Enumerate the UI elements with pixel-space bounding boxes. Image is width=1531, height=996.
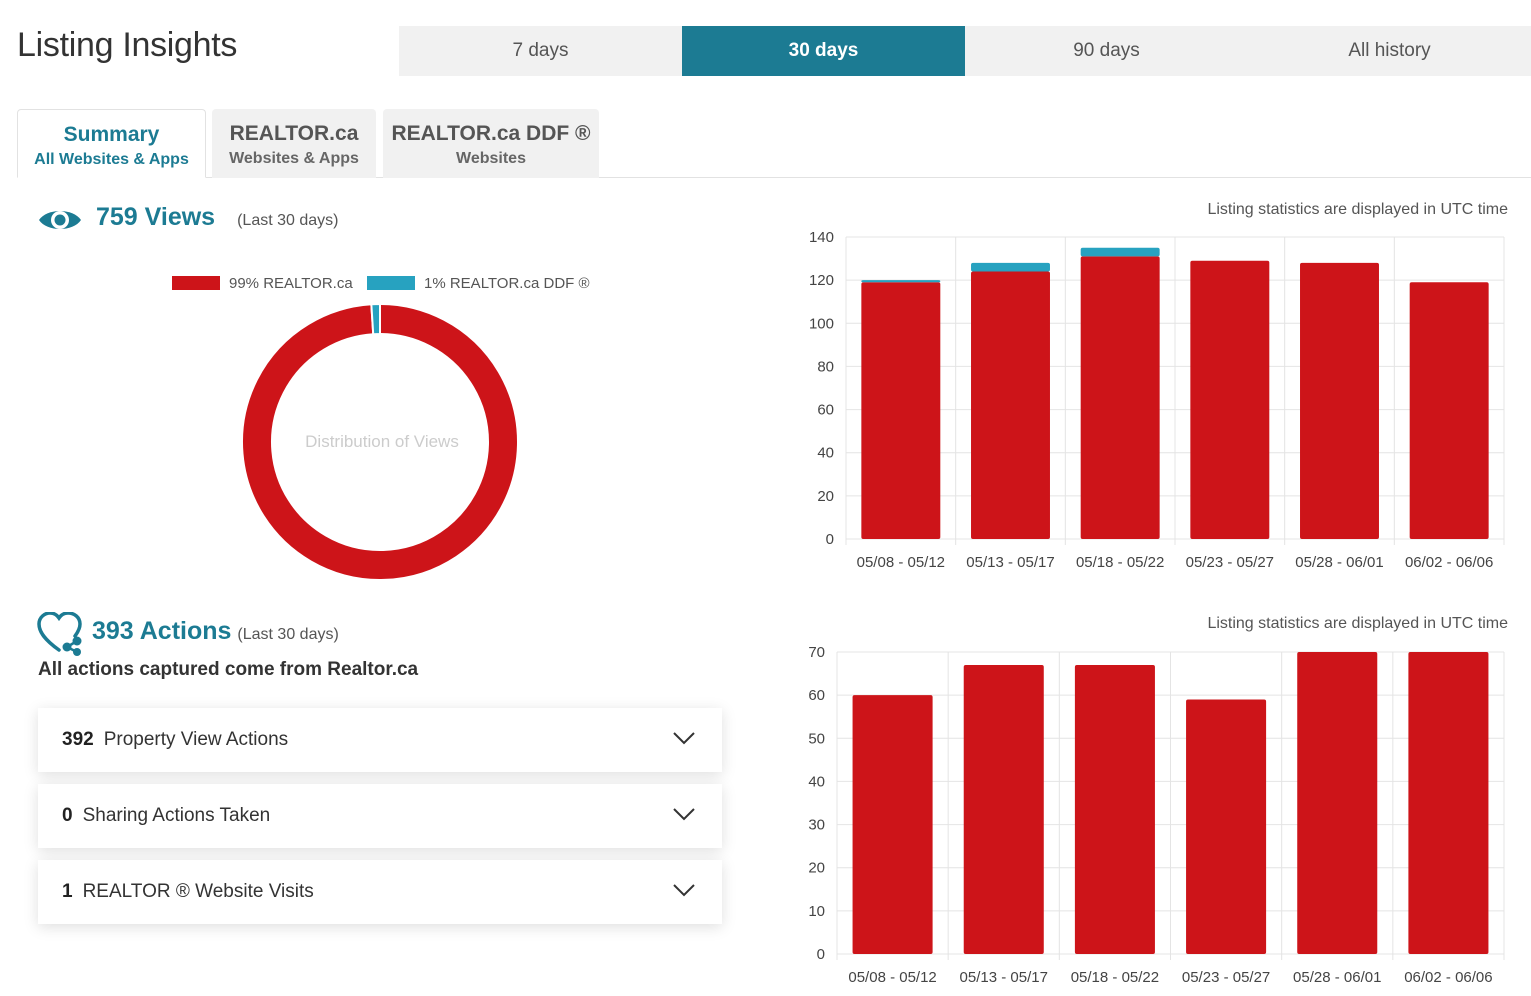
tab-realtor-ca-subtitle: Websites & Apps bbox=[229, 150, 359, 167]
actions-utc-note: Listing statistics are displayed in UTC … bbox=[1207, 615, 1508, 632]
x-tick-label: 05/08 - 05/12 bbox=[848, 969, 936, 986]
bar-realtor[interactable] bbox=[1080, 256, 1160, 539]
x-tick-label: 05/08 - 05/12 bbox=[857, 554, 945, 571]
x-tick-label: 05/23 - 05/27 bbox=[1186, 554, 1274, 571]
y-tick-label: 20 bbox=[808, 860, 825, 877]
y-tick-label: 120 bbox=[809, 272, 834, 289]
bar-realtor[interactable] bbox=[1409, 282, 1489, 539]
tab-realtor-ddf-title: REALTOR.ca DDF ® bbox=[391, 122, 591, 145]
y-tick-label: 100 bbox=[809, 315, 834, 332]
page-title: Listing Insights bbox=[17, 26, 238, 64]
range-7-days-button[interactable]: 7 days bbox=[512, 40, 569, 61]
x-tick-label: 05/23 - 05/27 bbox=[1182, 969, 1270, 986]
eye-icon bbox=[39, 211, 81, 229]
range-30-days-button[interactable]: 30 days bbox=[682, 26, 965, 76]
views-count: 759 Views bbox=[96, 203, 216, 231]
tab-summary-subtitle: All Websites & Apps bbox=[34, 151, 189, 168]
legend-label-ddf: 1% REALTOR.ca DDF ® bbox=[424, 275, 590, 292]
bar-realtor[interactable] bbox=[963, 664, 1044, 954]
y-tick-label: 30 bbox=[808, 817, 825, 834]
donut-slice-realtor bbox=[241, 302, 519, 581]
actions-header: 393 Actions (Last 30 days) bbox=[92, 617, 339, 646]
y-tick-label: 70 bbox=[808, 644, 825, 661]
views-header: 759 Views (Last 30 days) bbox=[96, 203, 338, 232]
heart-share-icon bbox=[37, 612, 82, 656]
x-tick-label: 06/02 - 06/06 bbox=[1404, 969, 1492, 986]
bar-realtor[interactable] bbox=[1186, 699, 1267, 954]
tab-realtor-ddf-subtitle: Websites bbox=[456, 150, 526, 167]
tabs-divider bbox=[17, 177, 1531, 178]
y-tick-label: 50 bbox=[808, 730, 825, 747]
views-bar-chart: 0 20 40 60 80 100 120 140 05/08 - 05/12 05/13 - 0… bbox=[809, 229, 1505, 571]
bar-ddf[interactable] bbox=[1080, 247, 1160, 257]
chevron-down-icon[interactable] bbox=[672, 806, 696, 822]
website-visits-count: 1 bbox=[62, 881, 73, 902]
chevron-down-icon[interactable] bbox=[672, 730, 696, 746]
legend-swatch-realtor bbox=[172, 276, 220, 290]
bar-realtor[interactable] bbox=[861, 282, 941, 539]
sharing-actions-label: Sharing Actions Taken bbox=[82, 805, 271, 826]
x-tick-label: 06/02 - 06/06 bbox=[1405, 554, 1493, 571]
bar-realtor[interactable] bbox=[1300, 262, 1379, 539]
actions-bar-chart: 0 10 20 30 40 50 60 70 05/08 - 05/12 05/13 - 05/1… bbox=[808, 644, 1505, 986]
legend-label-realtor: 99% REALTOR.ca bbox=[229, 275, 353, 292]
tab-realtor-ddf[interactable]: REALTOR.ca DDF ® Websites bbox=[383, 109, 599, 178]
actions-source-note: All actions captured come from Realtor.c… bbox=[38, 659, 419, 680]
property-view-actions-card[interactable]: 392 Property View Actions bbox=[38, 708, 722, 772]
views-period: (Last 30 days) bbox=[237, 212, 339, 229]
x-tick-label: 05/18 - 05/22 bbox=[1076, 554, 1164, 571]
bar-realtor[interactable] bbox=[1074, 664, 1155, 954]
actions-period: (Last 30 days) bbox=[237, 626, 339, 643]
legend-swatch-ddf bbox=[367, 276, 415, 290]
range-all-history-button[interactable]: All history bbox=[1348, 40, 1431, 61]
x-tick-label: 05/13 - 05/17 bbox=[966, 554, 1054, 571]
y-tick-label: 10 bbox=[808, 903, 825, 920]
chevron-down-icon[interactable] bbox=[672, 882, 696, 898]
x-tick-label: 05/18 - 05/22 bbox=[1071, 969, 1159, 986]
y-tick-label: 80 bbox=[817, 358, 834, 375]
x-tick-label: 05/13 - 05/17 bbox=[960, 969, 1048, 986]
property-view-actions-label: Property View Actions bbox=[103, 729, 289, 750]
y-tick-label: 60 bbox=[808, 687, 825, 704]
x-tick-label: 05/28 - 06/01 bbox=[1295, 554, 1383, 571]
x-tick-label: 05/28 - 06/01 bbox=[1293, 969, 1381, 986]
property-view-actions-count: 392 bbox=[62, 729, 94, 750]
donut-center-label: Distribution of Views bbox=[305, 432, 459, 451]
views-utc-note: Listing statistics are displayed in UTC … bbox=[1207, 201, 1508, 218]
bar-ddf[interactable] bbox=[861, 280, 941, 283]
bar-ddf[interactable] bbox=[971, 262, 1050, 272]
y-tick-label: 0 bbox=[817, 946, 825, 963]
y-tick-label: 60 bbox=[817, 402, 834, 419]
bar-realtor[interactable] bbox=[1190, 260, 1270, 539]
website-visits-card[interactable]: 1 REALTOR ® Website Visits bbox=[38, 860, 722, 924]
actions-count: 393 Actions bbox=[92, 617, 232, 645]
donut-slice-ddf bbox=[370, 302, 381, 336]
tab-realtor-ca[interactable]: REALTOR.ca Websites & Apps bbox=[212, 109, 376, 178]
sharing-actions-card[interactable]: 0 Sharing Actions Taken bbox=[38, 784, 722, 848]
bar-realtor[interactable] bbox=[971, 271, 1050, 539]
range-90-days-button[interactable]: 90 days bbox=[1073, 40, 1140, 61]
y-tick-label: 0 bbox=[826, 531, 834, 548]
bar-realtor[interactable] bbox=[852, 695, 933, 954]
bar-realtor[interactable] bbox=[1408, 652, 1489, 954]
tab-summary[interactable]: Summary All Websites & Apps bbox=[17, 109, 206, 178]
y-tick-label: 40 bbox=[808, 773, 825, 790]
y-tick-label: 140 bbox=[809, 229, 834, 246]
views-distribution-donut-chart: 99% REALTOR.ca 1% REALTOR.ca DDF ® Distr… bbox=[172, 275, 590, 581]
sharing-actions-count: 0 bbox=[62, 805, 73, 826]
y-tick-label: 40 bbox=[817, 445, 834, 462]
website-visits-label: REALTOR ® Website Visits bbox=[82, 881, 314, 902]
date-range-selector: 7 days 30 days 90 days All history bbox=[399, 26, 1531, 76]
tab-realtor-ca-title: REALTOR.ca bbox=[229, 122, 359, 145]
tab-summary-title: Summary bbox=[63, 123, 160, 146]
bar-realtor[interactable] bbox=[1297, 652, 1378, 954]
y-tick-label: 20 bbox=[817, 488, 834, 505]
